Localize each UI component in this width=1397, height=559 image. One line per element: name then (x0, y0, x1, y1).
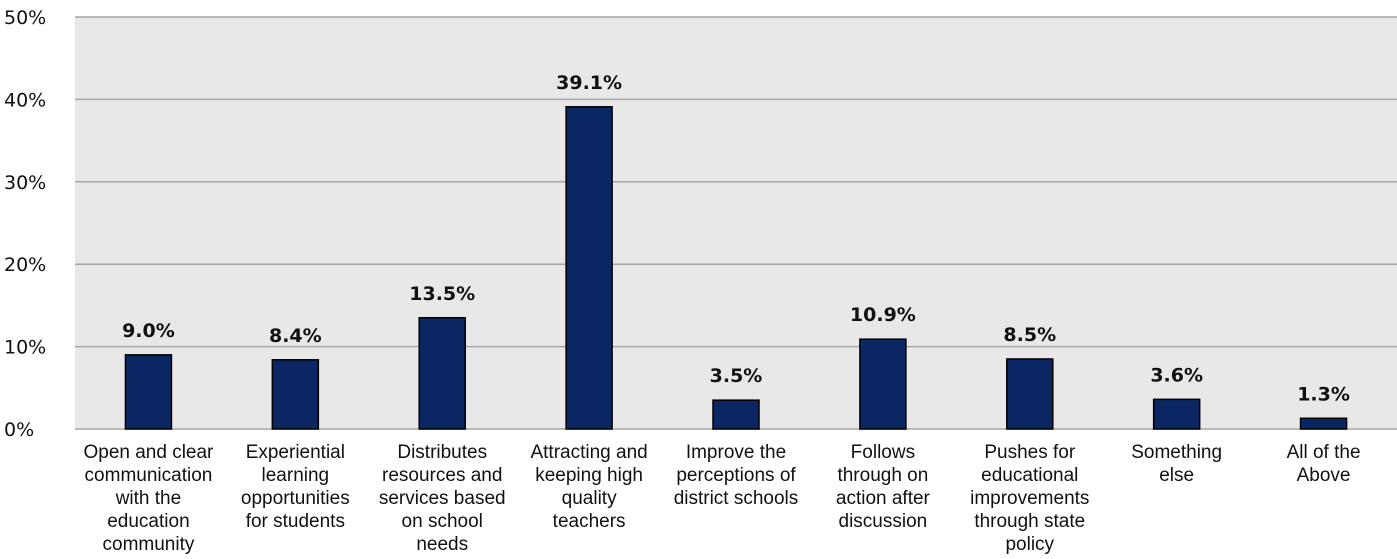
y-tick-label: 40% (4, 89, 46, 111)
y-tick-label: 20% (4, 254, 46, 276)
x-tick-label: Pushes for educational improvements through… (970, 442, 1089, 555)
data-label: 1.3% (1297, 383, 1350, 405)
y-tick-label: 50% (4, 7, 46, 29)
bar (565, 106, 613, 430)
data-label: 3.6% (1150, 364, 1203, 386)
x-tick-label: Open and clear communication with the educa… (83, 442, 214, 555)
data-label: 8.4% (269, 325, 322, 347)
data-labels: 9.0% 8.4% 13.5% 39.1% 3.5% 10.9% 8.5% 3.6% 1.3% (122, 72, 1350, 405)
data-label: 3.5% (710, 365, 763, 387)
x-tick-label: Something else (1131, 442, 1222, 486)
y-tick-label: 30% (4, 172, 46, 194)
bar (1006, 358, 1054, 430)
y-axis: 0% 10% 20% 30% 40% 50% (4, 7, 46, 441)
x-tick-label: Distributes resources and services based on… (379, 442, 506, 555)
x-tick-label: Attracting and keeping high quality teacher… (530, 442, 647, 532)
data-label: 8.5% (1003, 324, 1056, 346)
bar (712, 399, 760, 430)
x-axis: Open and clear communication with the educa… (83, 442, 1360, 555)
bar (271, 359, 320, 430)
bar (1299, 417, 1348, 430)
bar (859, 338, 907, 430)
data-label: 10.9% (850, 304, 916, 326)
x-tick-label: All of the Above (1287, 442, 1361, 486)
y-tick-label: 10% (4, 337, 46, 359)
bar (418, 317, 466, 430)
x-tick-label: Improve the perceptions of district school… (674, 442, 799, 509)
data-label: 9.0% (122, 320, 175, 342)
x-tick-label: Experiential learning opportunities for stu… (241, 442, 350, 532)
y-tick-label: 0% (4, 419, 34, 441)
bar (1152, 398, 1201, 430)
data-label: 13.5% (409, 283, 475, 305)
data-label: 39.1% (556, 72, 622, 94)
bar (124, 354, 173, 430)
x-tick-label: Follows through on action after discussion (836, 442, 931, 532)
bars (124, 106, 1348, 430)
